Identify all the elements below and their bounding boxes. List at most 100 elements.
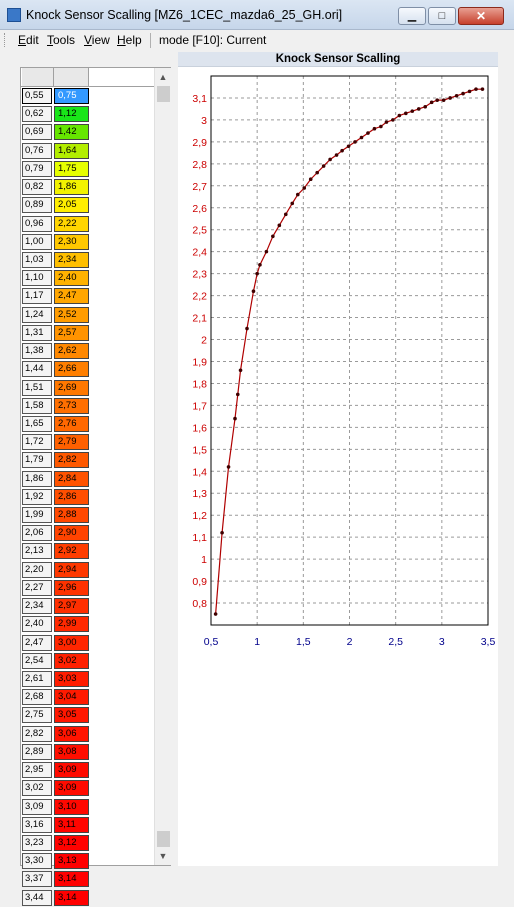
cell-x-value[interactable]: 3,02 <box>22 780 52 797</box>
table-row[interactable]: 2,68 3,04 <box>22 688 155 706</box>
table-scrollbar[interactable]: ▲ ▼ <box>154 68 171 865</box>
cell-y-value[interactable]: 2,05 <box>54 197 89 214</box>
cell-y-value[interactable]: 2,66 <box>54 361 89 378</box>
table-row[interactable]: 1,92 2,86 <box>22 488 155 506</box>
cell-y-value[interactable]: 2,82 <box>54 452 89 469</box>
cell-y-value[interactable]: 2,84 <box>54 470 89 487</box>
table-row[interactable]: 1,58 2,73 <box>22 397 155 415</box>
table-row[interactable]: 1,72 2,79 <box>22 433 155 451</box>
cell-x-value[interactable]: 3,16 <box>22 816 52 833</box>
cell-y-value[interactable]: 2,94 <box>54 561 89 578</box>
cell-x-value[interactable]: 1,58 <box>22 397 52 414</box>
cell-x-value[interactable]: 0,76 <box>22 142 52 159</box>
table-row[interactable]: 1,03 2,34 <box>22 251 155 269</box>
maximize-button[interactable]: □ <box>428 7 456 25</box>
cell-y-value[interactable]: 2,73 <box>54 397 89 414</box>
table-row[interactable]: 2,13 2,92 <box>22 542 155 560</box>
cell-y-value[interactable]: 3,04 <box>54 689 89 706</box>
cell-y-value[interactable]: 3,02 <box>54 652 89 669</box>
table-row[interactable]: 1,51 2,69 <box>22 379 155 397</box>
cell-x-value[interactable]: 2,89 <box>22 743 52 760</box>
scroll-thumb-lower[interactable] <box>157 831 170 847</box>
cell-x-value[interactable]: 3,23 <box>22 834 52 851</box>
table-row[interactable]: 3,02 3,09 <box>22 779 155 797</box>
cell-y-value[interactable]: 2,99 <box>54 616 89 633</box>
cell-x-value[interactable]: 2,61 <box>22 671 52 687</box>
table-row[interactable]: 2,54 3,02 <box>22 652 155 670</box>
table-row[interactable]: 2,75 3,05 <box>22 706 155 724</box>
cell-x-value[interactable]: 1,72 <box>22 434 52 451</box>
cell-y-value[interactable]: 3,10 <box>54 798 89 815</box>
table-row[interactable]: 1,99 2,88 <box>22 506 155 524</box>
cell-y-value[interactable]: 2,76 <box>54 415 89 432</box>
minimize-button[interactable]: ▁ <box>398 7 426 25</box>
scroll-down-icon[interactable]: ▼ <box>158 851 168 861</box>
table-row[interactable]: 3,37 3,14 <box>22 870 155 888</box>
table-row[interactable]: 3,23 3,12 <box>22 834 155 852</box>
cell-x-value[interactable]: 1,99 <box>22 507 52 524</box>
cell-x-value[interactable]: 3,30 <box>22 853 52 870</box>
cell-x-value[interactable]: 1,00 <box>22 233 52 250</box>
cell-x-value[interactable]: 1,86 <box>22 470 52 487</box>
table-row[interactable]: 1,24 2,52 <box>22 306 155 324</box>
cell-y-value[interactable]: 3,05 <box>54 707 89 724</box>
cell-x-value[interactable]: 0,82 <box>22 179 52 196</box>
cell-x-value[interactable]: 3,09 <box>22 798 52 815</box>
table-row[interactable]: 1,17 2,47 <box>22 287 155 305</box>
scroll-up-icon[interactable]: ▲ <box>158 72 168 82</box>
cell-x-value[interactable]: 1,24 <box>22 306 52 323</box>
table-row[interactable]: 2,61 3,03 <box>22 670 155 688</box>
table-row[interactable]: 1,31 2,57 <box>22 324 155 342</box>
cell-y-value[interactable]: 2,57 <box>54 324 89 341</box>
cell-x-value[interactable]: 1,92 <box>22 488 52 505</box>
cell-y-value[interactable]: 2,69 <box>54 379 89 396</box>
cell-x-value[interactable]: 0,69 <box>22 124 52 141</box>
cell-x-value[interactable]: 2,68 <box>22 689 52 706</box>
table-row[interactable]: 0,69 1,42 <box>22 123 155 141</box>
cell-x-value[interactable]: 2,13 <box>22 543 52 560</box>
table-row[interactable]: 1,86 2,84 <box>22 470 155 488</box>
table-row[interactable]: 2,82 3,06 <box>22 725 155 743</box>
table-row[interactable]: 0,55 0,75 <box>22 87 155 105</box>
cell-x-value[interactable]: 2,75 <box>22 707 52 724</box>
menu-help[interactable]: Help <box>117 33 142 47</box>
table-row[interactable]: 2,27 2,96 <box>22 579 155 597</box>
cell-x-value[interactable]: 2,27 <box>22 579 52 596</box>
cell-y-value[interactable]: 2,90 <box>54 525 89 542</box>
cell-x-value[interactable]: 2,34 <box>22 598 52 615</box>
cell-x-value[interactable]: 1,65 <box>22 415 52 432</box>
table-row[interactable]: 0,76 1,64 <box>22 142 155 160</box>
cell-y-value[interactable]: 0,75 <box>54 88 89 104</box>
cell-x-value[interactable]: 2,40 <box>22 616 52 633</box>
cell-y-value[interactable]: 3,06 <box>54 725 89 742</box>
table-row[interactable]: 0,62 1,12 <box>22 105 155 123</box>
cell-y-value[interactable]: 1,86 <box>54 179 89 196</box>
table-row[interactable]: 2,40 2,99 <box>22 615 155 633</box>
table-row[interactable]: 1,00 2,30 <box>22 233 155 251</box>
table-row[interactable]: 2,20 2,94 <box>22 561 155 579</box>
cell-x-value[interactable]: 0,79 <box>22 160 52 177</box>
cell-y-value[interactable]: 2,88 <box>54 507 89 524</box>
table-row[interactable]: 2,47 3,00 <box>22 634 155 652</box>
cell-x-value[interactable]: 0,89 <box>22 197 52 214</box>
table-row[interactable]: 3,44 3,14 <box>22 889 155 907</box>
cell-y-value[interactable]: 2,97 <box>54 598 89 615</box>
table-row[interactable]: 3,09 3,10 <box>22 798 155 816</box>
header-y-column[interactable] <box>54 68 89 86</box>
cell-y-value[interactable]: 3,08 <box>54 743 89 760</box>
cell-y-value[interactable]: 2,47 <box>54 288 89 305</box>
table-row[interactable]: 0,79 1,75 <box>22 160 155 178</box>
cell-x-value[interactable]: 3,44 <box>22 889 52 906</box>
cell-x-value[interactable]: 1,79 <box>22 452 52 469</box>
table-row[interactable]: 2,95 3,09 <box>22 761 155 779</box>
table-row[interactable]: 0,82 1,86 <box>22 178 155 196</box>
cell-x-value[interactable]: 3,37 <box>22 871 52 888</box>
cell-x-value[interactable]: 2,06 <box>22 525 52 542</box>
cell-y-value[interactable]: 3,12 <box>54 834 89 851</box>
cell-y-value[interactable]: 3,09 <box>54 762 89 779</box>
cell-y-value[interactable]: 2,34 <box>54 251 89 268</box>
table-row[interactable]: 2,06 2,90 <box>22 524 155 542</box>
table-row[interactable]: 1,65 2,76 <box>22 415 155 433</box>
cell-y-value[interactable]: 1,75 <box>54 160 89 177</box>
cell-x-value[interactable]: 1,38 <box>22 343 52 360</box>
